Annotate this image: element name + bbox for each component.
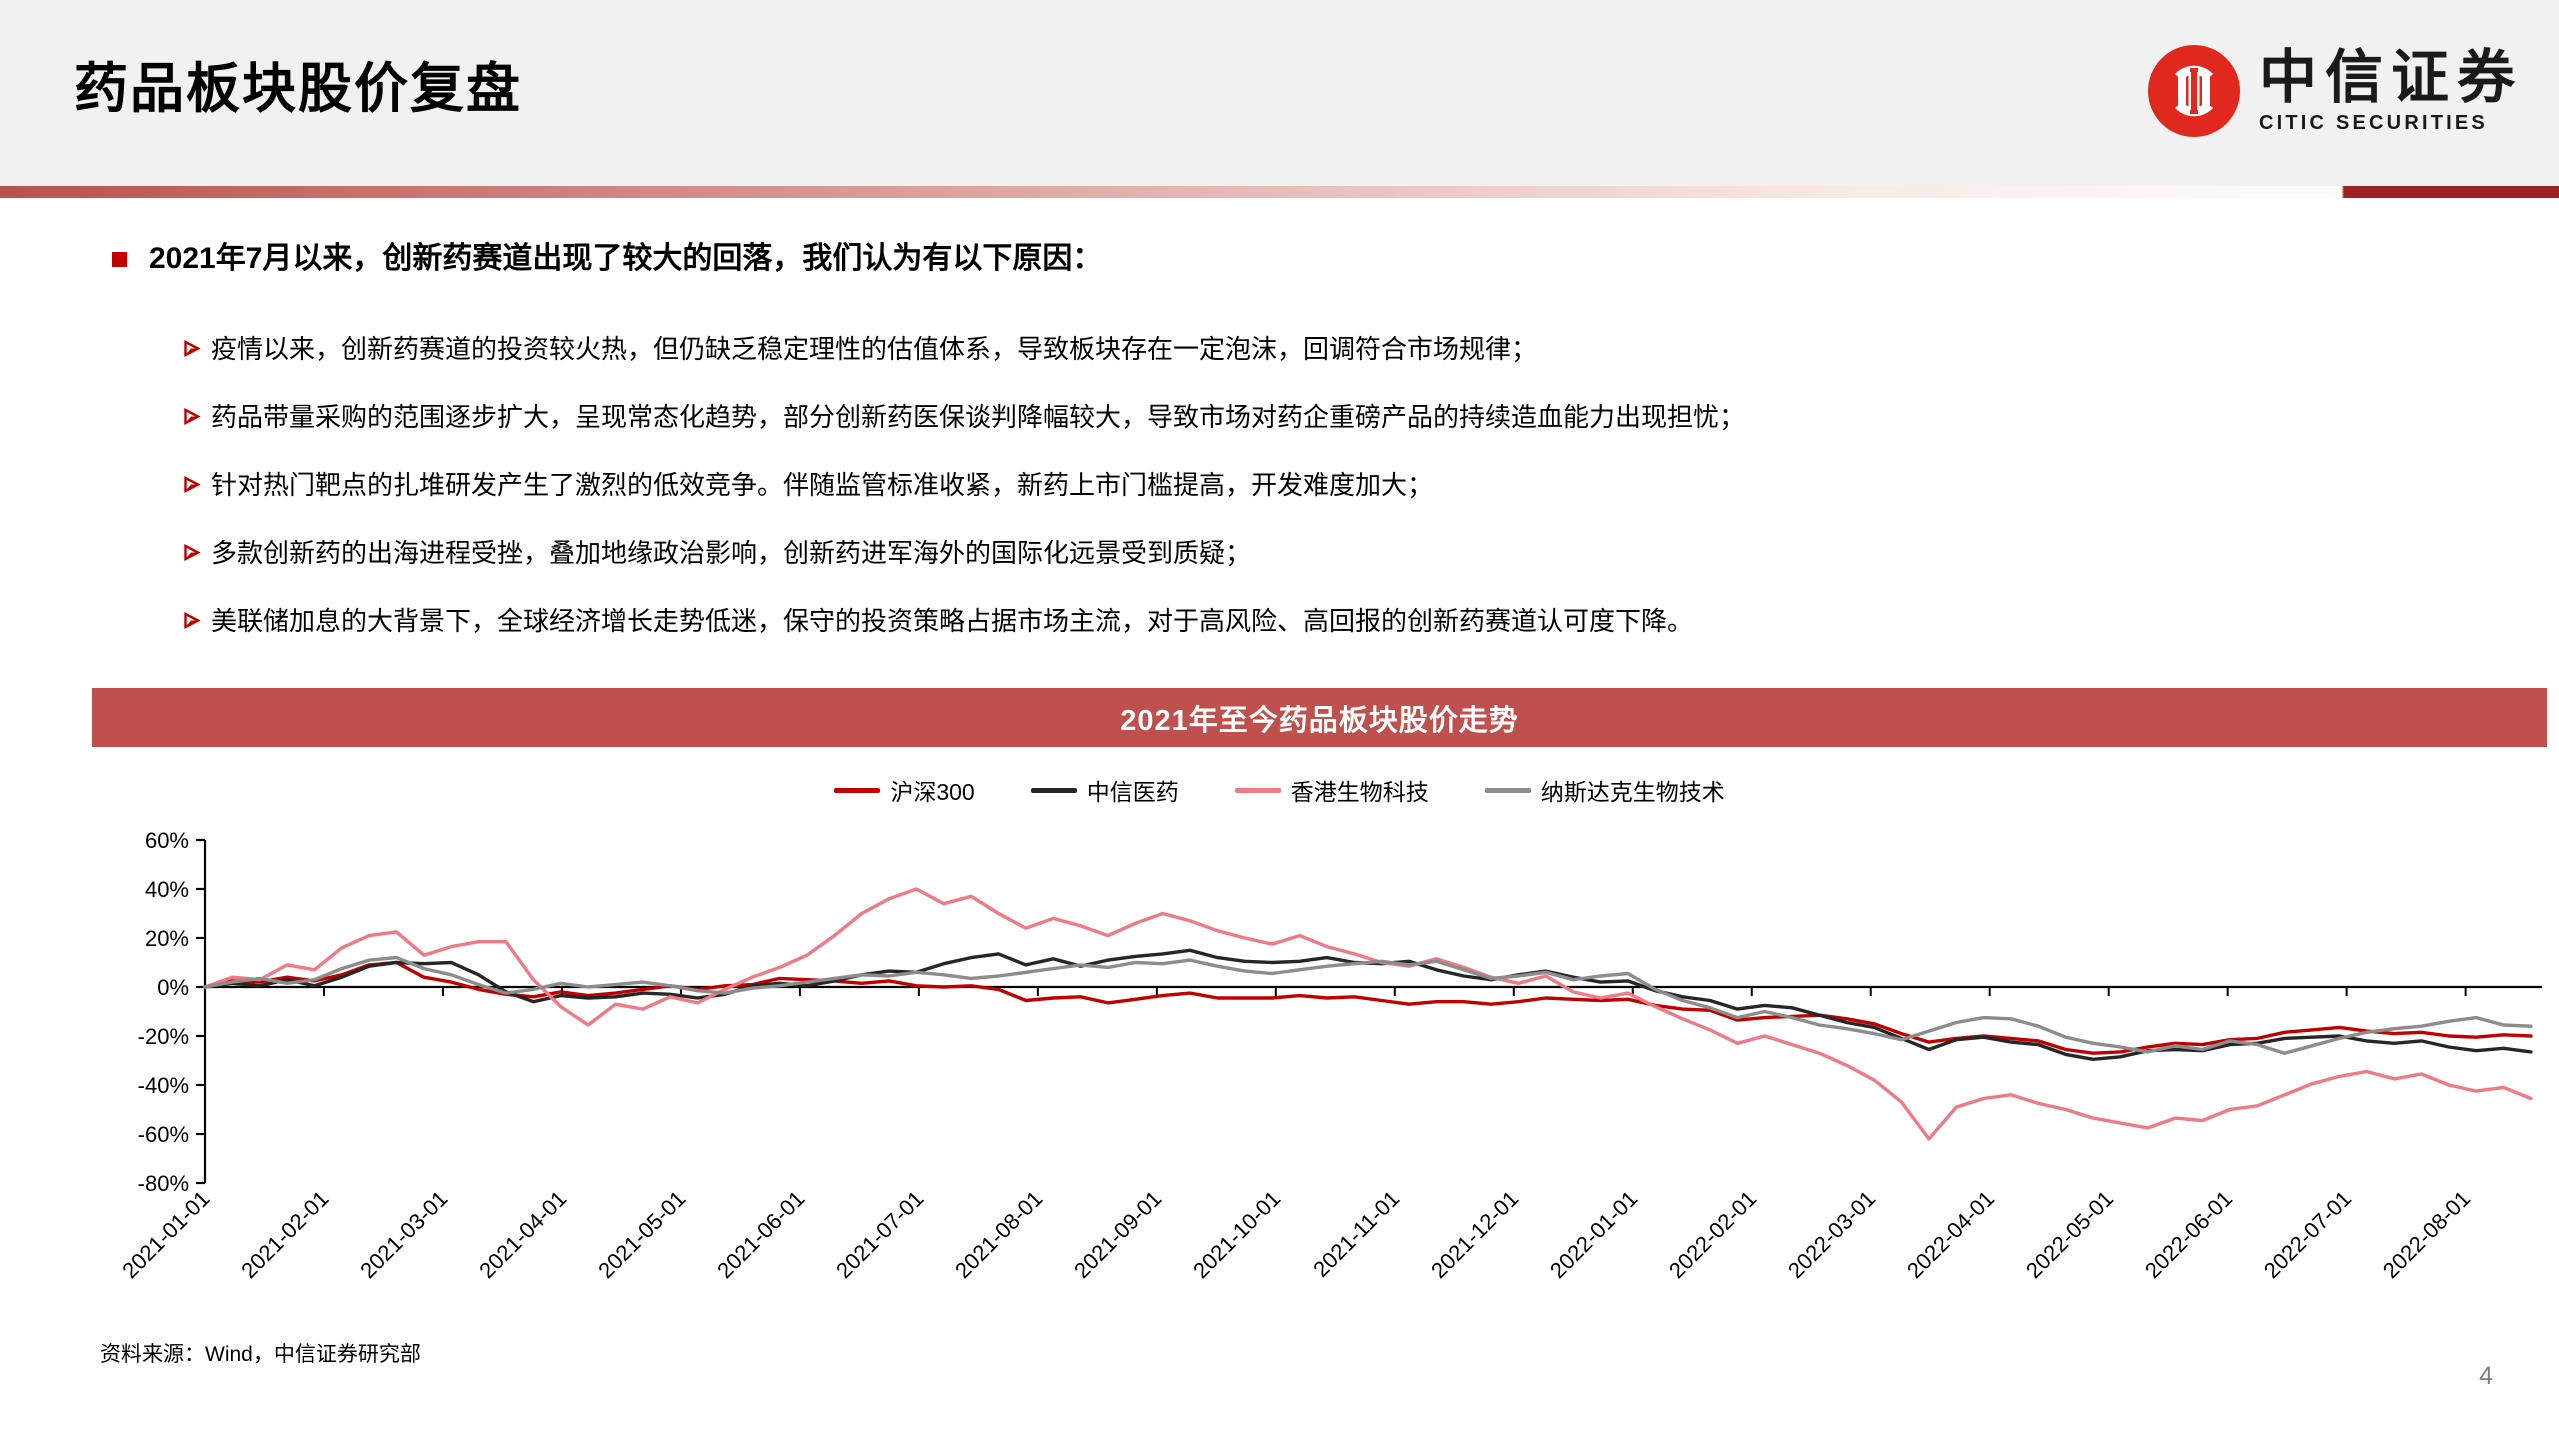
y-axis-tick-label: -40% — [138, 1073, 189, 1098]
x-axis-tick-label: 2022-01-01 — [1545, 1186, 1642, 1283]
y-axis-tick-label: -60% — [138, 1122, 189, 1147]
page-title: 药品板块股价复盘 — [74, 59, 522, 119]
series-line-0 — [203, 960, 2533, 1055]
logo-en: CITIC SECURITIES — [2258, 112, 2488, 134]
list-item: 多款创新药的出海进程受挫，叠加地缘政治影响，创新药进军海外的国际化远景受到质疑； — [183, 536, 2473, 570]
x-axis-tick-label: 2022-08-01 — [2378, 1186, 2475, 1283]
logo-text: 中信证券 CITIC SECURITIES — [2258, 45, 2523, 134]
sub-bullet-text: 多款创新药的出海进程受挫，叠加地缘政治影响，创新药进军海外的国际化远景受到质疑； — [211, 538, 1252, 568]
citic-logo: 中信证券 CITIC SECURITIES — [2145, 42, 2523, 140]
y-axis-tick-label: -20% — [138, 1024, 189, 1049]
y-axis-tick-label: 40% — [145, 877, 189, 902]
x-axis-tick-label: 2021-09-01 — [1069, 1186, 1166, 1283]
page-number: 4 — [2479, 1362, 2493, 1390]
x-axis-tick-label: 2021-01-01 — [117, 1186, 214, 1283]
x-axis-tick-label: 2021-03-01 — [355, 1186, 452, 1283]
legend-label: 沪深300 — [890, 779, 975, 805]
stock-price-line-chart: 60%40%20%0%-20%-40%-60%-80%2021-01-01 202… — [117, 828, 2542, 1283]
x-axis-tick-label: 2021-06-01 — [712, 1186, 809, 1283]
legend-swatch-icon — [1030, 787, 1077, 793]
arrow-bullet-icon — [184, 408, 201, 425]
list-item: 疫情以来，创新药赛道的投资较火热，但仍缺乏稳定理性的估值体系，导致板块存在一定泡… — [183, 332, 2473, 366]
main-bullet-text: 2021年7月以来，创新药赛道出现了较大的回落，我们认为有以下原因： — [149, 242, 1103, 275]
x-axis-tick-label: 2021-07-01 — [831, 1186, 928, 1283]
arrow-bullet-icon — [184, 340, 201, 357]
x-axis-tick-label: 2021-05-01 — [593, 1186, 690, 1283]
main-bullet: 2021年7月以来，创新药赛道出现了较大的回落，我们认为有以下原因： — [112, 240, 1102, 278]
chart-title-bar: 2021年至今药品板块股价走势 — [92, 688, 2547, 747]
legend-item: 中信医药 — [1030, 773, 1179, 807]
sub-bullet-text: 针对热门靶点的扎堆研发产生了激烈的低效竞争。伴随监管标准收紧，新药上市门槛提高，… — [211, 470, 1434, 500]
y-axis-tick-label: 0% — [157, 975, 189, 1000]
list-item: 针对热门靶点的扎堆研发产生了激烈的低效竞争。伴随监管标准收紧，新药上市门槛提高，… — [183, 468, 2473, 502]
legend-label: 中信医药 — [1086, 779, 1179, 805]
y-axis-tick-label: 20% — [145, 926, 189, 951]
header-divider-gradient — [0, 186, 2559, 198]
x-axis-tick-label: 2021-02-01 — [236, 1186, 333, 1283]
x-axis-tick-label: 2021-04-01 — [474, 1186, 571, 1283]
legend-item: 沪深300 — [834, 773, 975, 807]
x-axis-tick-label: 2021-08-01 — [950, 1186, 1047, 1283]
y-axis-tick-label: -80% — [138, 1171, 189, 1196]
logo-cn: 中信证券 — [2258, 45, 2523, 110]
slide-header: 药品板块股价复盘 中信证券 CITIC SECURITIES — [0, 0, 2559, 186]
source-note: 资料来源：Wind，中信证券研究部 — [100, 1343, 421, 1366]
y-axis-tick-label: 60% — [145, 828, 189, 853]
x-axis-tick-label: 2022-05-01 — [2021, 1186, 2118, 1283]
x-axis-tick-label: 2022-02-01 — [1664, 1186, 1761, 1283]
arrow-bullet-icon — [184, 476, 201, 493]
x-axis-tick-label: 2022-07-01 — [2259, 1186, 2356, 1283]
legend-swatch-icon — [834, 787, 881, 793]
legend-swatch-icon — [1484, 787, 1531, 793]
chart-legend: 沪深300 中信医药 香港生物科技 纳斯达克生物技术 — [0, 770, 2559, 810]
x-axis-tick-label: 2022-03-01 — [1783, 1186, 1880, 1283]
x-axis-tick-label: 2021-12-01 — [1426, 1186, 1523, 1283]
series-line-3 — [203, 955, 2533, 1055]
arrow-bullet-icon — [184, 544, 201, 561]
legend-item: 香港生物科技 — [1234, 773, 1429, 807]
arrow-bullet-icon — [184, 612, 201, 629]
x-axis-tick-label: 2022-06-01 — [2140, 1186, 2237, 1283]
sub-bullet-text: 药品带量采购的范围逐步扩大，呈现常态化趋势，部分创新药医保谈判降幅较大，导致市场… — [211, 402, 1746, 432]
legend-swatch-icon — [1234, 787, 1281, 793]
x-axis-tick-label: 2021-10-01 — [1188, 1186, 1285, 1283]
series-line-2 — [203, 887, 2533, 1141]
legend-label: 纳斯达克生物技术 — [1540, 779, 1725, 805]
square-bullet-icon — [112, 252, 127, 267]
legend-item: 纳斯达克生物技术 — [1484, 773, 1725, 807]
x-axis-tick-label: 2021-11-01 — [1308, 1186, 1404, 1282]
citic-emblem-icon — [2147, 45, 2240, 137]
list-item: 药品带量采购的范围逐步扩大，呈现常态化趋势，部分创新药医保谈判降幅较大，导致市场… — [183, 400, 2473, 434]
list-item: 美联储加息的大背景下，全球经济增长走势低迷，保守的投资策略占据市场主流，对于高风… — [183, 604, 2473, 638]
sub-bullet-text: 疫情以来，创新药赛道的投资较火热，但仍缺乏稳定理性的估值体系，导致板块存在一定泡… — [211, 334, 1538, 364]
legend-label: 香港生物科技 — [1290, 779, 1429, 805]
sub-bullet-text: 美联储加息的大背景下，全球经济增长走势低迷，保守的投资策略占据市场主流，对于高风… — [211, 606, 1694, 636]
x-axis-tick-label: 2022-04-01 — [1902, 1186, 1999, 1283]
sub-bullet-list: 疫情以来，创新药赛道的投资较火热，但仍缺乏稳定理性的估值体系，导致板块存在一定泡… — [183, 332, 2473, 672]
